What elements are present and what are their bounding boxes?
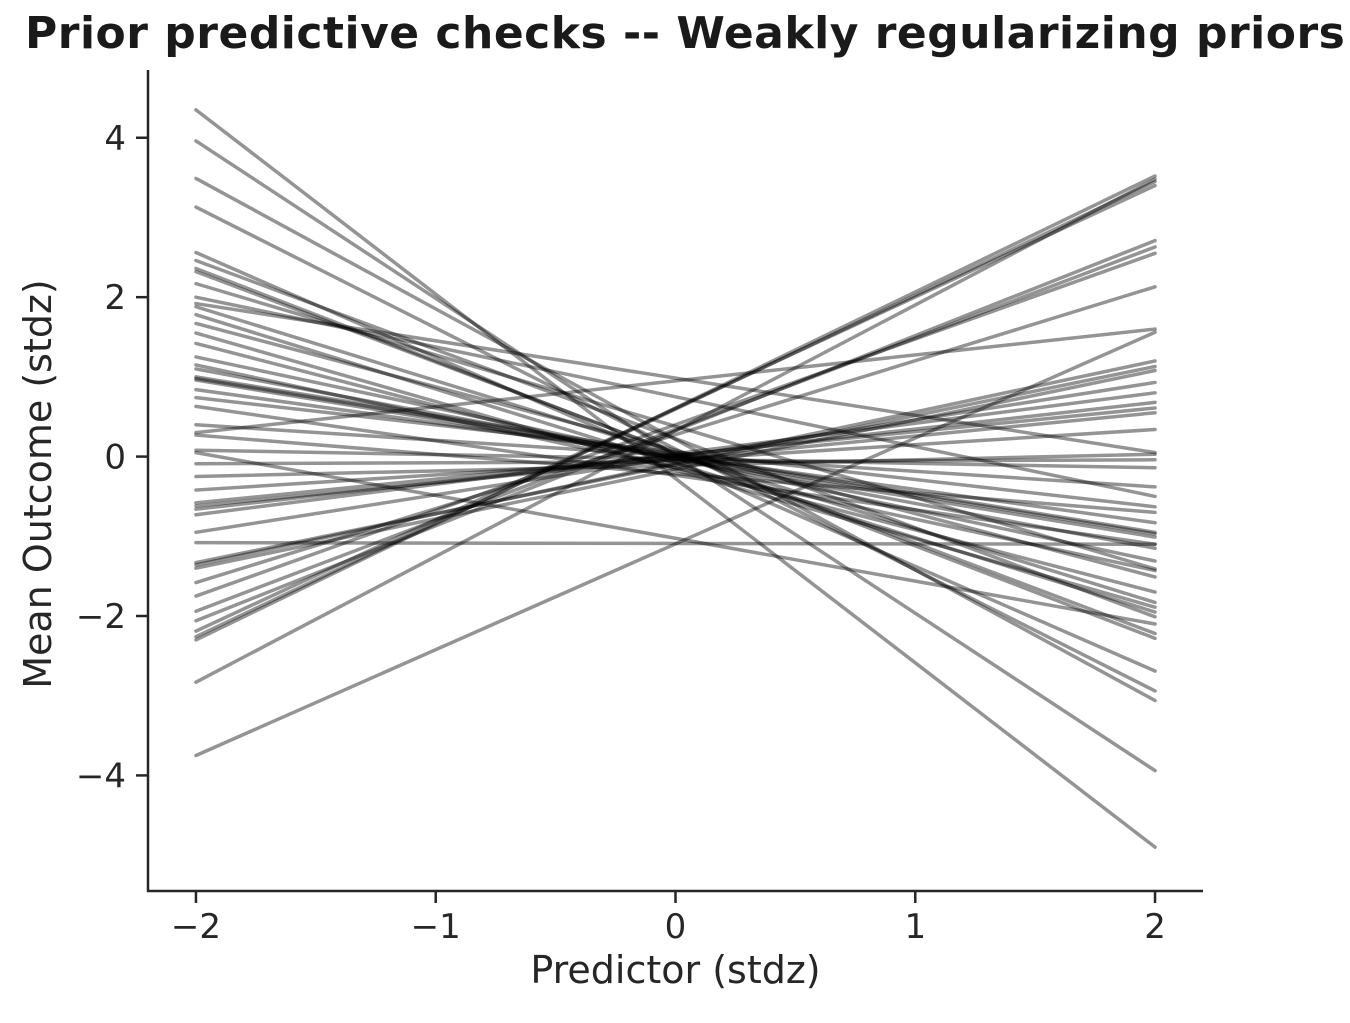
prior-predictive-line <box>194 330 1157 758</box>
prior-predictive-line <box>194 108 1157 849</box>
prior-predictive-line <box>194 176 1157 703</box>
prior-predictive-line <box>194 312 1157 614</box>
prior-predictive-line <box>194 375 1157 535</box>
axis-spines <box>146 70 1203 893</box>
prior-predictive-line <box>194 331 1157 609</box>
prior-predictive-line <box>194 380 1157 535</box>
x-tick-label: −2 <box>171 907 221 947</box>
prior-predictive-line <box>194 452 1157 479</box>
prior-predictive-line <box>194 391 1157 517</box>
prior-predictive-line <box>194 251 1157 598</box>
prior-predictive-line <box>194 341 1157 594</box>
prior-predictive-line <box>194 367 1157 551</box>
y-tick-label: −2 <box>76 597 126 637</box>
prior-predictive-line <box>194 321 1157 579</box>
prior-predictive-line <box>194 238 1157 623</box>
prior-predictive-line <box>194 269 1157 636</box>
prior-predictive-line <box>194 139 1157 773</box>
prior-predictive-line <box>194 285 1157 585</box>
y-tick-label: 4 <box>104 119 126 159</box>
prior-predictive-line <box>194 179 1157 639</box>
prior-predictive-line <box>194 281 1157 571</box>
prior-predictive-line <box>194 378 1157 539</box>
prior-predictive-line <box>194 295 1157 499</box>
prior-predictive-line <box>194 174 1157 642</box>
tick-labels-group: −2 −1 0 1 2 4 2 0 −2 −4 <box>76 119 1166 947</box>
x-tick-label: −1 <box>411 907 461 947</box>
prior-predictive-line <box>194 304 1157 605</box>
prior-predictive-line <box>194 363 1157 573</box>
axes-group <box>136 70 1203 903</box>
prior-predictive-line <box>194 364 1157 565</box>
prior-predictive-line <box>194 406 1157 505</box>
y-tick-label: 2 <box>104 278 126 318</box>
y-tick-label: 0 <box>104 438 126 478</box>
prior-predictive-line <box>194 458 1157 466</box>
x-tick-label: 2 <box>1144 907 1166 947</box>
prior-predictive-line <box>194 400 1157 511</box>
prior-predictive-line <box>194 258 1157 619</box>
prior-predictive-line <box>194 301 1157 455</box>
prior-predictive-line <box>194 448 1157 470</box>
prior-predictive-line <box>194 376 1157 536</box>
y-tick-label: −4 <box>76 756 126 796</box>
prior-predictive-line <box>194 359 1157 567</box>
prior-predictive-line <box>194 422 1157 489</box>
prior-predictive-line <box>194 433 1157 515</box>
x-axis-label: Predictor (stdz) <box>530 948 821 992</box>
prior-predictive-line <box>194 404 1157 547</box>
y-axis-label: Mean Outcome (stdz) <box>16 279 60 689</box>
prior-predictive-line <box>194 183 1157 633</box>
prior-predictive-line <box>194 205 1157 693</box>
prior-predictive-line <box>194 266 1157 641</box>
prior-predictive-line <box>194 327 1157 435</box>
prior-predictive-line <box>194 540 1157 547</box>
prior-predictive-line <box>194 395 1157 509</box>
prior-predictive-line <box>194 355 1157 563</box>
prior-predictive-line <box>194 427 1157 492</box>
prior-predictive-line <box>194 410 1157 508</box>
x-tick-label: 1 <box>904 907 926 947</box>
prior-predictive-line <box>194 387 1157 525</box>
chart-title: Prior predictive checks -- Weakly regula… <box>25 8 1346 59</box>
prior-predictive-line <box>194 177 1157 684</box>
prior-predictive-line <box>194 368 1157 570</box>
prior-lines-group <box>194 108 1157 849</box>
x-tick-label: 0 <box>665 907 687 947</box>
prior-predictive-line <box>194 450 1157 626</box>
prior-predictive-line <box>194 245 1157 613</box>
prior-predictive-line <box>194 250 1157 673</box>
